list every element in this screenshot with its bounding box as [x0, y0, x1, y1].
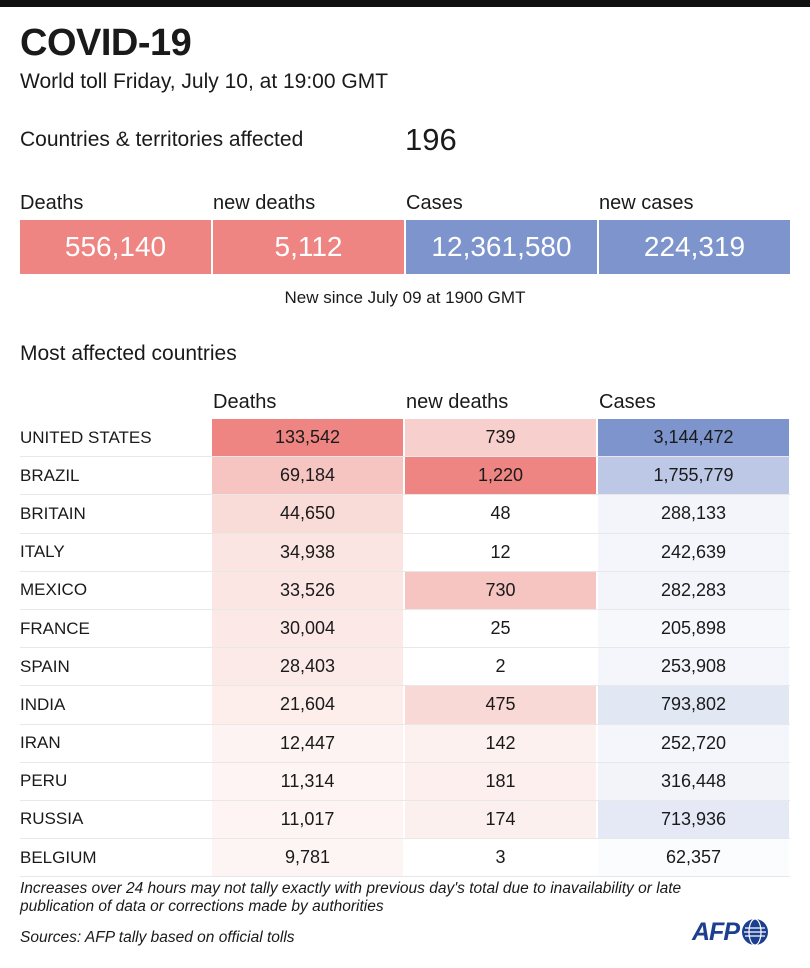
country-name: SPAIN — [20, 656, 70, 676]
table-row: BRITAIN 44,650 48 288,133 — [20, 495, 790, 534]
deaths-cell: 33,526 — [212, 571, 403, 609]
country-name: BELGIUM — [20, 847, 97, 867]
new-deaths-cell: 730 — [405, 571, 596, 609]
table-row: INDIA 21,604 475 793,802 — [20, 686, 790, 725]
new-deaths-label: new deaths — [213, 192, 316, 214]
deaths-label: Deaths — [20, 192, 84, 214]
table-row: BELGIUM 9,781 3 62,357 — [20, 839, 790, 878]
cases-cell: 3,144,472 — [598, 419, 789, 457]
cases-cell: 1,755,779 — [598, 457, 789, 495]
new-deaths-cell: 181 — [405, 762, 596, 800]
country-name: MEXICO — [20, 580, 88, 600]
new-cases-total-box: 224,319 — [599, 220, 790, 274]
country-name: RUSSIA — [20, 809, 84, 829]
deaths-cell: 21,604 — [212, 686, 403, 724]
new-deaths-cell: 3 — [405, 839, 596, 877]
country-name: FRANCE — [20, 618, 90, 638]
afp-logo: AFP — [692, 915, 769, 949]
country-name: BRAZIL — [20, 465, 80, 485]
country-name: ITALY — [20, 542, 65, 562]
since-note: New since July 09 at 1900 GMT — [284, 288, 526, 307]
new-deaths-cell: 12 — [405, 533, 596, 571]
country-table: UNITED STATES 133,542 739 3,144,472 BRAZIL 69… — [20, 419, 790, 878]
afp-logo-text: AFP — [692, 917, 740, 946]
deaths-cell: 9,781 — [212, 839, 403, 877]
new-deaths-total-box: 5,112 — [213, 220, 404, 274]
new-deaths-cell: 1,220 — [405, 457, 596, 495]
page-subtitle: World toll Friday, July 10, at 19:00 GMT — [20, 70, 389, 93]
table-title: Most affected countries — [20, 342, 237, 365]
deaths-cell: 12,447 — [212, 724, 403, 762]
table-row: ITALY 34,938 12 242,639 — [20, 533, 790, 572]
affected-label: Countries & territories affected — [20, 128, 304, 151]
sources-note: Sources: AFP tally based on official tol… — [20, 929, 295, 946]
column-header-deaths: Deaths — [213, 391, 277, 413]
country-name: BRITAIN — [20, 503, 86, 523]
deaths-cell: 44,650 — [212, 495, 403, 533]
cases-cell: 252,720 — [598, 724, 789, 762]
deaths-total-box: 556,140 — [20, 220, 211, 274]
new-deaths-cell: 475 — [405, 686, 596, 724]
cases-cell: 282,283 — [598, 571, 789, 609]
deaths-cell: 11,017 — [212, 800, 403, 839]
cases-cell: 242,639 — [598, 533, 789, 571]
cases-label: Cases — [406, 192, 463, 214]
affected-value: 196 — [405, 122, 457, 157]
cases-cell: 316,448 — [598, 762, 789, 800]
country-name: IRAN — [20, 733, 61, 753]
new-deaths-cell: 48 — [405, 495, 596, 533]
new-deaths-cell: 174 — [405, 800, 596, 839]
page-title: COVID-19 — [20, 22, 192, 64]
country-name: PERU — [20, 771, 68, 791]
table-row: BRAZIL 69,184 1,220 1,755,779 — [20, 457, 790, 496]
new-cases-label: new cases — [599, 192, 694, 214]
cases-cell: 205,898 — [598, 609, 789, 648]
country-name: UNITED STATES — [20, 427, 152, 447]
deaths-cell: 133,542 — [212, 419, 403, 457]
deaths-cell: 69,184 — [212, 457, 403, 495]
cases-cell: 253,908 — [598, 648, 789, 686]
cases-cell: 793,802 — [598, 686, 789, 724]
new-deaths-cell: 739 — [405, 419, 596, 457]
top-bar — [0, 0, 810, 7]
cases-cell: 62,357 — [598, 839, 789, 877]
column-header-cases: Cases — [599, 391, 656, 413]
deaths-cell: 34,938 — [212, 533, 403, 571]
table-row: RUSSIA 11,017 174 713,936 — [20, 800, 790, 840]
table-row: SPAIN 28,403 2 253,908 — [20, 648, 790, 687]
footnote: Increases over 24 hours may not tally ex… — [20, 880, 682, 915]
deaths-cell: 30,004 — [212, 609, 403, 648]
table-row: PERU 11,314 181 316,448 — [20, 762, 790, 801]
deaths-cell: 11,314 — [212, 762, 403, 800]
country-name: INDIA — [20, 694, 66, 714]
table-row: UNITED STATES 133,542 739 3,144,472 — [20, 419, 790, 458]
globe-icon — [742, 918, 768, 946]
new-deaths-cell: 142 — [405, 724, 596, 762]
cases-cell: 713,936 — [598, 800, 789, 839]
table-row: FRANCE 30,004 25 205,898 — [20, 609, 790, 649]
new-deaths-cell: 25 — [405, 609, 596, 648]
cases-total-box: 12,361,580 — [406, 220, 597, 274]
column-header-new-deaths: new deaths — [406, 391, 509, 413]
cases-cell: 288,133 — [598, 495, 789, 533]
deaths-cell: 28,403 — [212, 648, 403, 686]
table-row: MEXICO 33,526 730 282,283 — [20, 571, 790, 610]
table-row: IRAN 12,447 142 252,720 — [20, 724, 790, 763]
new-deaths-cell: 2 — [405, 648, 596, 686]
